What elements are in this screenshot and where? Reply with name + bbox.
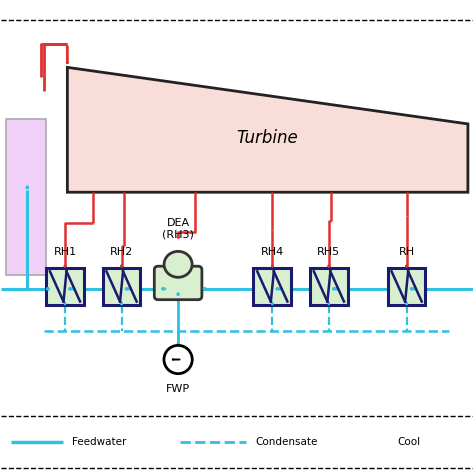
Text: DEA
(RH3): DEA (RH3) — [162, 218, 194, 239]
Bar — [388, 268, 426, 305]
Text: FWP: FWP — [166, 384, 190, 394]
Bar — [310, 268, 348, 305]
Text: Cool: Cool — [397, 437, 420, 447]
Text: RH: RH — [399, 247, 415, 257]
Text: RH1: RH1 — [54, 247, 77, 257]
Text: RH2: RH2 — [110, 247, 133, 257]
Bar — [46, 268, 84, 305]
Bar — [103, 268, 140, 305]
Bar — [6, 119, 46, 275]
Bar — [254, 268, 291, 305]
FancyBboxPatch shape — [155, 266, 202, 300]
Text: RH5: RH5 — [317, 247, 340, 257]
Text: Condensate: Condensate — [256, 437, 318, 447]
Polygon shape — [67, 67, 468, 192]
Ellipse shape — [164, 251, 192, 277]
Circle shape — [164, 346, 192, 374]
Text: Feedwater: Feedwater — [72, 437, 127, 447]
Text: Turbine: Turbine — [237, 129, 299, 147]
Text: RH4: RH4 — [261, 247, 284, 257]
